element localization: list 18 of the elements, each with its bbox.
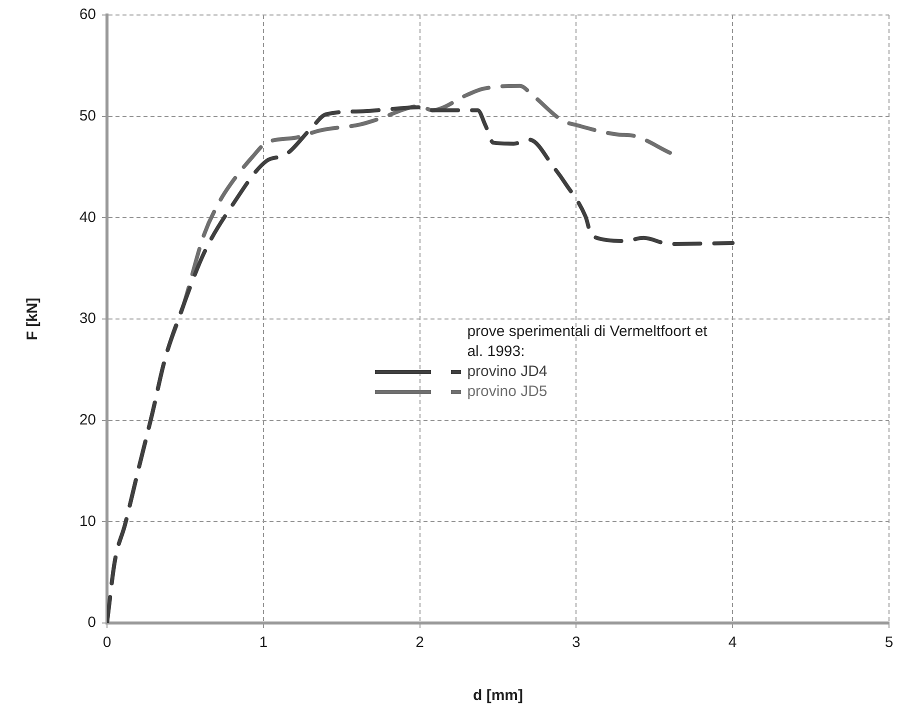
legend-title: prove sperimentali di Vermeltfoort et al. 1993: <box>466 322 708 362</box>
y-tick-label: 10 <box>79 512 96 530</box>
y-tick-label: 50 <box>79 107 96 124</box>
y-tick-label: 60 <box>79 6 96 24</box>
y-tick-label: 40 <box>79 208 96 226</box>
x-tick-label: 5 <box>884 634 894 652</box>
x-tick-label: 0 <box>102 634 112 652</box>
y-tick-label: 20 <box>79 411 96 428</box>
x-axis-title: d [mm] <box>473 687 523 704</box>
x-tick-label: 2 <box>416 634 424 652</box>
y-axis-title: F [kN] <box>24 298 42 340</box>
x-tick-label: 1 <box>259 634 268 652</box>
x-tick-label: 4 <box>728 634 737 652</box>
x-tick-label: 3 <box>572 634 580 652</box>
y-tick-label: 30 <box>79 310 96 328</box>
legend-label: provino JD5 <box>467 382 548 402</box>
y-tick-label: 0 <box>88 614 96 632</box>
legend-label: provino JD4 <box>467 362 548 382</box>
